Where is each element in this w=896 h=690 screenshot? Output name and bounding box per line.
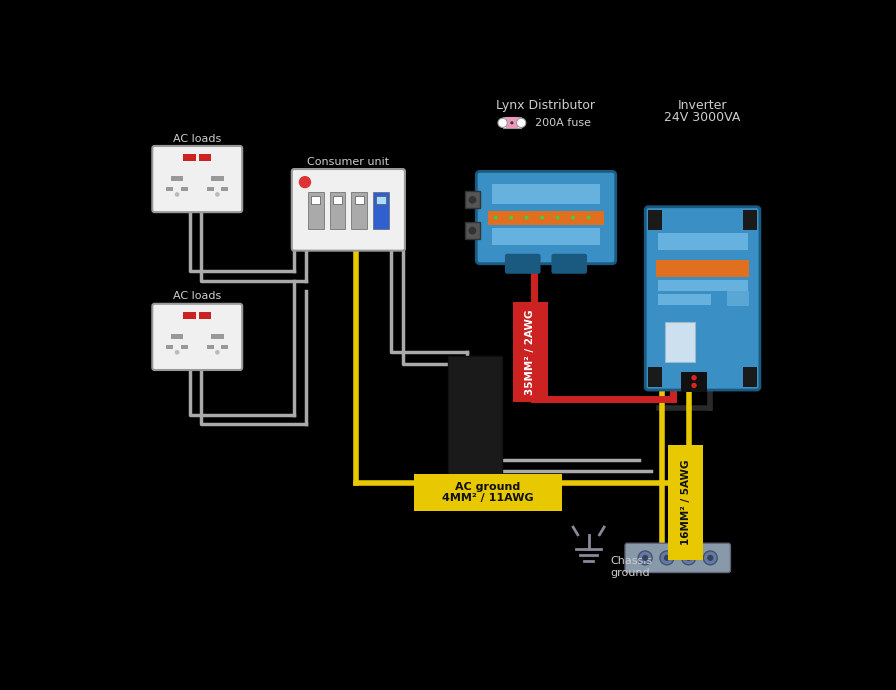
Bar bbox=[171, 176, 184, 181]
Circle shape bbox=[215, 192, 220, 197]
Bar bbox=[181, 187, 188, 191]
Text: AC loads: AC loads bbox=[173, 134, 221, 144]
FancyBboxPatch shape bbox=[551, 254, 587, 274]
Bar bbox=[167, 187, 173, 191]
Text: Inverter: Inverter bbox=[677, 99, 728, 112]
Circle shape bbox=[175, 350, 179, 355]
Bar bbox=[465, 191, 480, 208]
Bar bbox=[333, 196, 342, 204]
Circle shape bbox=[682, 551, 695, 565]
Bar bbox=[743, 210, 757, 230]
Bar bbox=[207, 187, 213, 191]
Bar bbox=[221, 187, 228, 191]
Bar bbox=[658, 294, 711, 304]
Circle shape bbox=[692, 383, 697, 388]
Circle shape bbox=[638, 551, 652, 565]
Text: Chassis
ground: Chassis ground bbox=[610, 556, 652, 578]
Text: Consumer unit: Consumer unit bbox=[307, 157, 390, 167]
Text: Lynx Distributor: Lynx Distributor bbox=[496, 99, 596, 112]
FancyBboxPatch shape bbox=[645, 207, 760, 390]
Circle shape bbox=[587, 215, 590, 219]
Bar bbox=[728, 290, 747, 304]
Bar bbox=[668, 444, 702, 560]
Circle shape bbox=[707, 555, 713, 561]
Text: 24V 3000VA: 24V 3000VA bbox=[664, 111, 741, 124]
Text: 16MM² / 5AWG: 16MM² / 5AWG bbox=[680, 460, 691, 545]
Bar bbox=[171, 334, 184, 339]
Circle shape bbox=[511, 121, 513, 124]
Bar bbox=[465, 222, 480, 239]
Text: 200A fuse: 200A fuse bbox=[535, 118, 591, 128]
Circle shape bbox=[175, 192, 179, 197]
Bar bbox=[355, 196, 364, 204]
Bar bbox=[167, 344, 173, 349]
Bar bbox=[492, 184, 600, 204]
Bar bbox=[330, 192, 345, 229]
Bar bbox=[505, 117, 518, 128]
Circle shape bbox=[685, 555, 692, 561]
Bar bbox=[181, 344, 188, 349]
Bar bbox=[666, 322, 694, 362]
Bar bbox=[184, 313, 195, 319]
Bar bbox=[373, 192, 389, 229]
Bar bbox=[681, 371, 707, 391]
Bar bbox=[658, 233, 747, 250]
Bar bbox=[448, 356, 502, 510]
Circle shape bbox=[498, 118, 507, 128]
Circle shape bbox=[215, 350, 220, 355]
Circle shape bbox=[692, 375, 697, 380]
Circle shape bbox=[664, 555, 670, 561]
Bar bbox=[207, 344, 213, 349]
FancyBboxPatch shape bbox=[477, 171, 616, 264]
Circle shape bbox=[660, 551, 674, 565]
FancyBboxPatch shape bbox=[152, 146, 242, 212]
Bar bbox=[658, 280, 747, 290]
Bar bbox=[221, 344, 228, 349]
Bar bbox=[492, 228, 600, 245]
Circle shape bbox=[642, 555, 649, 561]
Bar bbox=[743, 367, 757, 387]
Circle shape bbox=[571, 215, 575, 219]
Bar bbox=[376, 196, 385, 204]
Bar bbox=[656, 260, 749, 277]
Bar bbox=[649, 367, 662, 387]
FancyBboxPatch shape bbox=[505, 254, 540, 274]
Bar bbox=[308, 192, 323, 229]
Circle shape bbox=[469, 196, 477, 204]
FancyBboxPatch shape bbox=[625, 543, 730, 573]
Bar bbox=[199, 155, 211, 161]
Bar bbox=[503, 117, 521, 128]
Circle shape bbox=[517, 118, 526, 128]
Bar bbox=[513, 302, 547, 402]
Bar bbox=[351, 192, 367, 229]
Circle shape bbox=[298, 176, 311, 188]
Bar bbox=[211, 176, 224, 181]
Bar bbox=[488, 211, 604, 225]
Bar bbox=[414, 474, 562, 511]
Bar bbox=[184, 155, 195, 161]
Circle shape bbox=[494, 215, 497, 219]
Circle shape bbox=[469, 227, 477, 235]
FancyBboxPatch shape bbox=[292, 169, 405, 250]
Bar bbox=[199, 313, 211, 319]
Text: AC ground
4MM² / 11AWG: AC ground 4MM² / 11AWG bbox=[442, 482, 534, 503]
FancyBboxPatch shape bbox=[152, 304, 242, 370]
Text: AC loads: AC loads bbox=[173, 291, 221, 302]
Bar bbox=[211, 334, 224, 339]
Bar bbox=[311, 196, 321, 204]
Circle shape bbox=[540, 215, 544, 219]
Text: 35MM² / 2AWG: 35MM² / 2AWG bbox=[525, 310, 535, 395]
Circle shape bbox=[525, 215, 529, 219]
Bar bbox=[649, 210, 662, 230]
Circle shape bbox=[556, 215, 560, 219]
Circle shape bbox=[703, 551, 718, 565]
Circle shape bbox=[509, 215, 513, 219]
